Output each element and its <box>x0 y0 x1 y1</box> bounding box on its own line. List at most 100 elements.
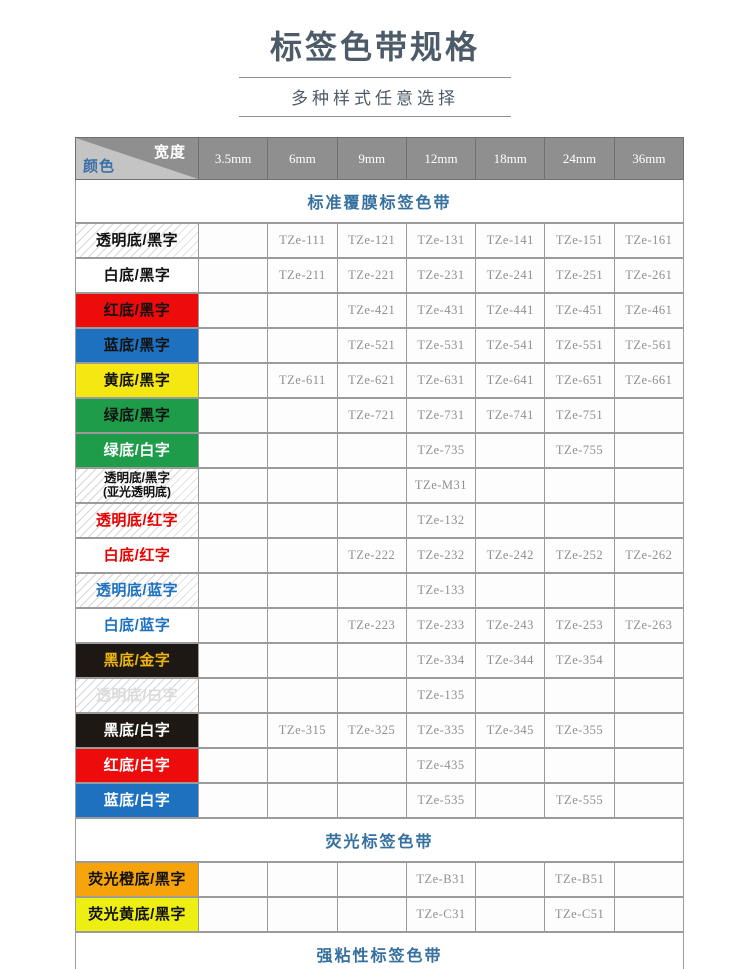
empty-cell <box>267 293 338 328</box>
spec-table: 宽度 颜色 3.5mm 6mm 9mm 12mm 18mm 24mm 36mm 标准覆膜标签… <box>75 137 684 969</box>
empty-cell <box>336 748 407 783</box>
row-label: 透明底/黑字 <box>75 223 199 258</box>
model-cell: TZe-335 <box>405 713 477 748</box>
empty-cell <box>198 468 269 503</box>
empty-cell <box>475 783 546 818</box>
model-cell: TZe-141 <box>475 223 546 258</box>
empty-cell <box>475 678 546 713</box>
model-cell: TZe-721 <box>336 398 407 433</box>
model-cell: TZe-631 <box>405 363 477 398</box>
empty-cell <box>475 433 546 468</box>
row-label: 绿底/黑字 <box>75 398 199 433</box>
row-label: 透明底/黑字 (亚光透明底) <box>75 468 199 503</box>
table-row: 黑底/金字 TZe-334 TZe-344 TZe-354 <box>75 643 684 678</box>
table-row: 黄底/黑字 TZe-611 TZe-621 TZe-631 TZe-641 TZe-651… <box>75 363 684 398</box>
model-cell: TZe-121 <box>336 223 407 258</box>
row-label: 透明底/红字 <box>75 503 199 538</box>
model-cell: TZe-C31 <box>405 897 477 932</box>
model-cell: TZe-231 <box>405 258 477 293</box>
empty-cell <box>267 748 338 783</box>
empty-cell <box>475 573 546 608</box>
table-row: 白底/蓝字 TZe-223 TZe-233 TZe-243 TZe-253 TZe-263 <box>75 608 684 643</box>
model-cell: TZe-211 <box>267 258 338 293</box>
empty-cell <box>198 258 269 293</box>
column-header: 18mm <box>475 137 546 180</box>
row-label: 白底/红字 <box>75 538 199 573</box>
empty-cell <box>267 573 338 608</box>
empty-cell <box>613 713 684 748</box>
model-cell: TZe-435 <box>405 748 477 783</box>
model-cell: TZe-535 <box>405 783 477 818</box>
empty-cell <box>336 897 407 932</box>
model-cell: TZe-451 <box>544 293 615 328</box>
page-subtitle: 多种样式任意选择 <box>291 89 459 108</box>
row-label-text: 红底/黑字 <box>103 301 171 319</box>
model-cell: TZe-261 <box>613 258 684 293</box>
empty-cell <box>336 862 407 897</box>
empty-cell <box>267 328 338 363</box>
empty-cell <box>198 538 269 573</box>
row-label-text: 白底/黑字 <box>103 266 171 284</box>
row-label-text: 透明底/黑字 <box>104 471 170 486</box>
model-cell: TZe-133 <box>405 573 477 608</box>
empty-cell <box>198 293 269 328</box>
row-label-text: 蓝底/黑字 <box>103 336 171 354</box>
empty-cell <box>198 862 269 897</box>
section-title: 荧光标签色带 <box>75 818 684 862</box>
model-cell: TZe-344 <box>475 643 546 678</box>
model-cell: TZe-132 <box>405 503 477 538</box>
empty-cell <box>475 862 546 897</box>
model-cell: TZe-262 <box>613 538 684 573</box>
model-cell: TZe-252 <box>544 538 615 573</box>
model-cell: TZe-334 <box>405 643 477 678</box>
model-cell: TZe-555 <box>544 783 615 818</box>
empty-cell <box>475 503 546 538</box>
model-cell: TZe-223 <box>336 608 407 643</box>
empty-cell <box>198 713 269 748</box>
empty-cell <box>613 503 684 538</box>
model-cell: TZe-221 <box>336 258 407 293</box>
row-label: 黑底/白字 <box>75 713 199 748</box>
empty-cell <box>613 573 684 608</box>
model-cell: TZe-755 <box>544 433 615 468</box>
color-header-label: 颜色 <box>83 158 116 175</box>
row-label-text: 透明底/蓝字 <box>95 581 179 599</box>
column-header: 3.5mm <box>198 137 269 180</box>
empty-cell <box>336 468 407 503</box>
table-row: 红底/黑字 TZe-421 TZe-431 TZe-441 TZe-451 TZe-461 <box>75 293 684 328</box>
empty-cell <box>198 363 269 398</box>
model-cell: TZe-741 <box>475 398 546 433</box>
empty-cell <box>544 748 615 783</box>
empty-cell <box>475 748 546 783</box>
row-label: 黄底/黑字 <box>75 363 199 398</box>
row-label-text: 绿底/白字 <box>103 441 171 459</box>
table-row: 透明底/红字 TZe-132 <box>75 503 684 538</box>
row-label: 白底/黑字 <box>75 258 199 293</box>
row-label-text: 透明底/黑字 <box>95 231 179 249</box>
model-cell: TZe-431 <box>405 293 477 328</box>
empty-cell <box>613 398 684 433</box>
table-body: 标准覆膜标签色带 透明底/黑字 TZe-111 TZe-121 TZe-131 TZe-1… <box>75 179 684 969</box>
table-row: 荧光橙底/黑字 TZe-B31 TZe-B51 <box>75 862 684 897</box>
empty-cell <box>613 433 684 468</box>
empty-cell <box>613 468 684 503</box>
empty-cell <box>267 433 338 468</box>
table-row: 透明底/蓝字 TZe-133 <box>75 573 684 608</box>
model-cell: TZe-541 <box>475 328 546 363</box>
model-cell: TZe-315 <box>267 713 338 748</box>
empty-cell <box>544 503 615 538</box>
table-row: 白底/红字 TZe-222 TZe-232 TZe-242 TZe-252 TZe-262 <box>75 538 684 573</box>
table-row: 蓝底/白字 TZe-535 TZe-555 <box>75 783 684 818</box>
section-title: 标准覆膜标签色带 <box>75 179 684 223</box>
table-header-row: 宽度 颜色 3.5mm 6mm 9mm 12mm 18mm 24mm 36mm <box>75 137 684 180</box>
row-label: 白底/蓝字 <box>75 608 199 643</box>
model-cell: TZe-421 <box>336 293 407 328</box>
row-label: 蓝底/黑字 <box>75 328 199 363</box>
empty-cell <box>267 503 338 538</box>
empty-cell <box>544 468 615 503</box>
empty-cell <box>336 643 407 678</box>
page-title: 标签色带规格 <box>269 29 480 65</box>
column-header: 6mm <box>267 137 338 180</box>
row-label: 黑底/金字 <box>75 643 199 678</box>
model-cell: TZe-263 <box>613 608 684 643</box>
